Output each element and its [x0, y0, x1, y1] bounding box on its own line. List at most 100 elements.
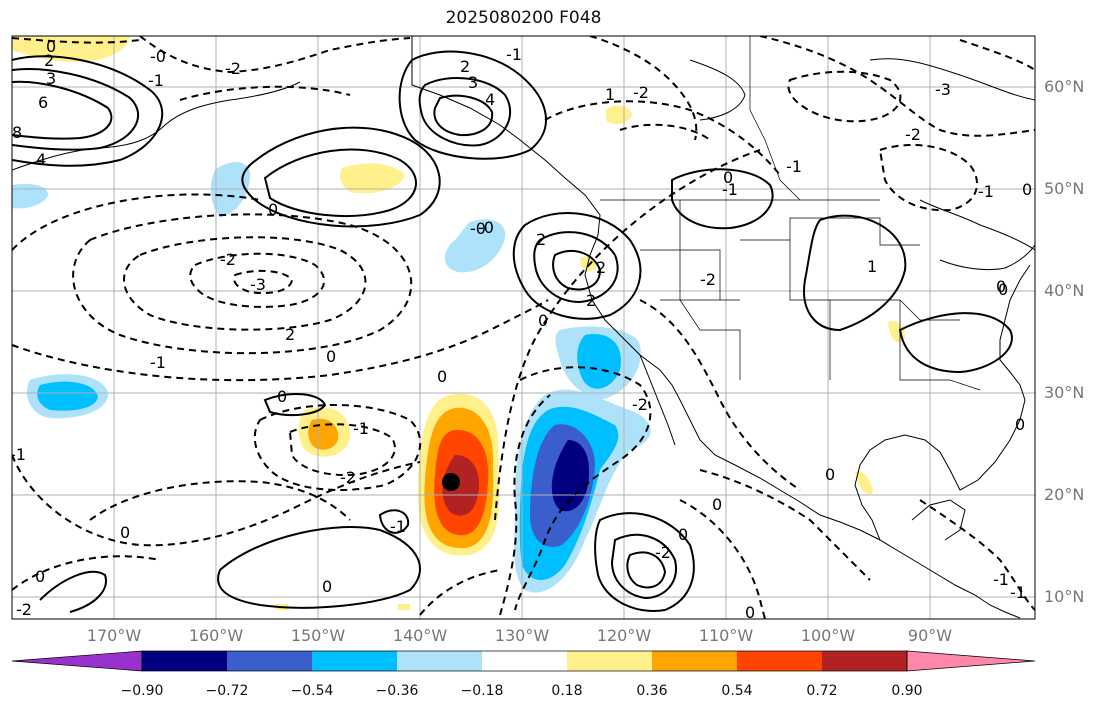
contour-label: -1 [10, 445, 26, 464]
colorbar-over [906, 650, 1036, 672]
colorbar [11, 650, 1036, 672]
contour-label: -1 [993, 570, 1009, 589]
lon-label: 150°W [290, 626, 346, 645]
lat-label: 20°N [1044, 485, 1085, 504]
contour-label: 2 [596, 258, 606, 277]
contour-label: -0 [470, 219, 486, 238]
shaded-anomalies [12, 36, 906, 610]
contour-label: 0 [1015, 415, 1025, 434]
colorbar-under [11, 650, 143, 672]
colorbar-segment [397, 651, 482, 671]
contour-label: 3 [46, 69, 56, 88]
colorbar-tick: −0.18 [460, 683, 504, 699]
storm-center-marker [442, 473, 460, 491]
colorbar-tick: 0.90 [891, 683, 923, 699]
colorbar-segment [227, 651, 312, 671]
contour-label: 2 [536, 230, 546, 249]
contour-label: 0 [825, 465, 835, 484]
contour-lines-negative [12, 36, 1035, 619]
lat-label: 50°N [1044, 179, 1085, 198]
lon-label: 100°W [800, 626, 856, 645]
contour-label: 1 [867, 257, 877, 276]
colorbar-tick: 0.18 [551, 683, 583, 699]
colorbar-segment [737, 651, 822, 671]
contour-label: 1 [605, 85, 615, 104]
contour-label: 0 [996, 277, 1006, 296]
contour-label: 0 [277, 387, 287, 406]
contour-label: -3 [935, 80, 951, 99]
contour-label: -2 [16, 600, 32, 619]
contour-label: -1 [148, 71, 164, 90]
coastlines [12, 36, 1035, 619]
contour-label: -1 [150, 353, 166, 372]
contour-label: 0 [120, 523, 130, 542]
contour-label: -0 [478, 218, 494, 237]
contour-label: -3 [250, 275, 266, 294]
contour-label: 0 [35, 567, 45, 586]
contour-label: 0 [437, 367, 447, 386]
contour-label: -1 [353, 419, 369, 438]
contour-label: -0 [150, 47, 166, 66]
colorbar-tick: 0.72 [806, 683, 838, 699]
lat-label: 30°N [1044, 383, 1085, 402]
contour-label: 4 [485, 90, 495, 109]
contour-label: 0 [998, 280, 1008, 299]
contour-label: -2 [905, 125, 921, 144]
contour-label: -2 [225, 59, 241, 78]
colorbar-segment [142, 651, 227, 671]
contour-label: 4 [36, 150, 46, 169]
lat-label: 10°N [1044, 587, 1085, 606]
map-frame [11, 35, 1036, 620]
contour-label: 0 [46, 37, 56, 56]
contour-label: 2 [460, 57, 470, 76]
contour-label: -2 [655, 543, 671, 562]
colorbar-segment [822, 651, 907, 671]
contour-label: -1 [722, 180, 738, 199]
lat-label: 40°N [1044, 281, 1085, 300]
contour-label: -2 [340, 468, 356, 487]
contour-label: -1 [390, 517, 406, 536]
colorbar-segment [482, 651, 567, 671]
contour-label: 6 [38, 93, 48, 112]
lon-label: 120°W [596, 626, 652, 645]
colorbar-tick: −0.36 [375, 683, 419, 699]
colorbar-segment [312, 651, 397, 671]
lon-label: 160°W [188, 626, 244, 645]
contour-label: -1 [978, 182, 994, 201]
lon-label: 110°W [698, 626, 754, 645]
political-borders [600, 36, 981, 391]
contour-label: 0 [322, 577, 332, 596]
map-title: 2025080200 F048 [445, 8, 602, 28]
lon-label: 90°W [907, 626, 953, 645]
colorbar-tick: −0.90 [120, 683, 164, 699]
contour-label: 8 [12, 123, 22, 142]
contour-label: 0 [268, 200, 278, 219]
contour-label: -2 [632, 395, 648, 414]
contour-label: 0 [538, 311, 548, 330]
colorbar-segment [652, 651, 737, 671]
contour-label: 0 [1022, 180, 1032, 199]
contour-labels: 0 2 3 6 8 4 -2 -0 0 -1 2 -1 -3 3 4 0 0 -… [10, 37, 1032, 622]
lon-label: 140°W [392, 626, 448, 645]
colorbar-tick: 0.54 [721, 683, 753, 699]
colorbar-tick: −0.72 [205, 683, 249, 699]
contour-label: 0 [723, 168, 733, 187]
contour-label: -1 [786, 157, 802, 176]
lon-label: 170°W [86, 626, 142, 645]
lat-label: 60°N [1044, 77, 1085, 96]
graticule [12, 36, 1035, 619]
contour-label: 0 [326, 347, 336, 366]
colorbar-segment [567, 651, 652, 671]
contour-label: -2 [700, 270, 716, 289]
contour-label: -1 [506, 45, 522, 64]
contour-label: 2 [586, 291, 596, 310]
colorbar-tick: −0.54 [290, 683, 334, 699]
contour-lines [12, 50, 1013, 613]
contour-label: 0 [745, 603, 755, 622]
contour-label: -2 [220, 250, 236, 269]
contour-label: -2 [633, 83, 649, 102]
contour-label: 2 [44, 51, 54, 70]
contour-label: 0 [712, 495, 722, 514]
lon-label: 130°W [494, 626, 550, 645]
